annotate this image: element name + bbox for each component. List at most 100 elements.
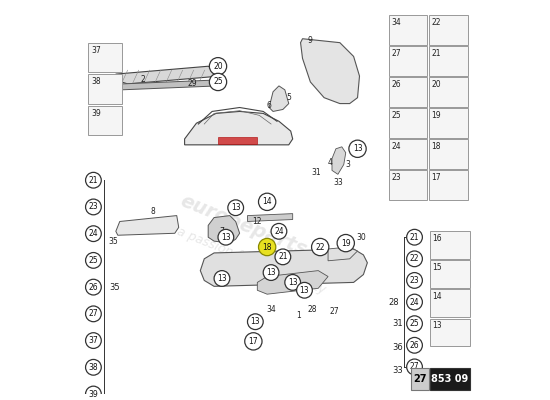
Text: 8: 8 [151,207,156,216]
Text: 25: 25 [89,256,98,265]
Text: 10: 10 [265,203,274,212]
Text: 16: 16 [433,234,442,243]
Text: 27: 27 [329,307,339,316]
Text: 27: 27 [392,49,401,58]
Text: 20: 20 [213,62,223,71]
Text: 13: 13 [266,268,276,277]
FancyBboxPatch shape [430,290,470,317]
Circle shape [285,274,300,290]
Polygon shape [218,137,257,144]
Text: 13: 13 [217,274,227,283]
Circle shape [86,199,101,215]
Polygon shape [185,112,293,145]
FancyBboxPatch shape [430,231,470,259]
Text: 31: 31 [392,319,403,328]
FancyBboxPatch shape [389,108,427,138]
FancyBboxPatch shape [430,368,470,390]
Text: 19: 19 [431,111,441,120]
Circle shape [406,251,422,267]
Text: 14: 14 [262,197,272,206]
FancyBboxPatch shape [430,260,470,288]
Circle shape [406,272,422,288]
Text: 19: 19 [341,239,350,248]
Text: 35: 35 [108,237,118,246]
Text: 24: 24 [89,229,98,238]
Text: 26: 26 [392,80,401,89]
Circle shape [86,172,101,188]
Circle shape [263,265,279,280]
Text: 1: 1 [296,311,301,320]
Text: 27: 27 [89,309,98,318]
Text: 29: 29 [188,80,197,88]
Text: 4: 4 [328,158,332,167]
Circle shape [258,238,276,256]
Circle shape [218,229,234,245]
Circle shape [406,359,422,375]
Circle shape [86,306,101,322]
Text: 27: 27 [413,374,427,384]
Polygon shape [332,147,346,174]
Text: 25: 25 [213,78,223,86]
Circle shape [406,338,422,353]
Polygon shape [300,39,360,104]
Text: 26: 26 [410,341,419,350]
Circle shape [210,73,227,91]
Circle shape [406,294,422,310]
Polygon shape [116,216,179,235]
Text: 23: 23 [410,276,419,285]
Text: 24: 24 [410,298,419,306]
FancyBboxPatch shape [89,43,122,72]
FancyBboxPatch shape [411,368,429,390]
Text: 36: 36 [392,343,403,352]
Text: 21: 21 [410,233,419,242]
FancyBboxPatch shape [389,170,427,200]
Text: 38: 38 [91,77,101,86]
Text: 2: 2 [141,76,146,84]
Text: 9: 9 [308,36,313,45]
Text: 5: 5 [287,93,291,102]
Text: 3: 3 [345,160,350,169]
Text: 21: 21 [89,176,98,185]
Circle shape [86,360,101,375]
Polygon shape [208,216,240,243]
Circle shape [258,193,276,210]
Polygon shape [328,247,358,261]
Text: 7: 7 [219,227,224,236]
Text: 35: 35 [109,283,120,292]
Text: 24: 24 [392,142,401,151]
Text: 28: 28 [307,306,317,314]
Polygon shape [122,80,218,90]
Text: 27: 27 [410,362,419,372]
Circle shape [214,271,230,286]
Circle shape [86,226,101,242]
Circle shape [86,386,101,400]
Text: 12: 12 [252,217,262,226]
Text: a passion for authenticity: a passion for authenticity [175,225,328,297]
Text: 18: 18 [262,242,272,252]
Text: 15: 15 [433,263,442,272]
Text: 21: 21 [278,252,288,261]
FancyBboxPatch shape [389,15,427,45]
Text: 20: 20 [431,80,441,89]
Text: 13: 13 [288,278,298,287]
Circle shape [275,249,291,265]
Text: 25: 25 [410,319,419,328]
FancyBboxPatch shape [429,46,468,76]
Polygon shape [116,66,220,84]
Circle shape [86,252,101,268]
Text: 37: 37 [89,336,98,345]
Text: 34: 34 [266,306,276,314]
Text: 13: 13 [300,286,309,295]
FancyBboxPatch shape [389,46,427,76]
Text: 33: 33 [392,366,403,375]
Text: 22: 22 [316,242,325,252]
Text: 39: 39 [89,390,98,398]
Circle shape [337,234,354,252]
Text: 39: 39 [91,109,101,118]
FancyBboxPatch shape [429,170,468,200]
Text: 25: 25 [392,111,401,120]
FancyBboxPatch shape [389,77,427,107]
FancyBboxPatch shape [389,139,427,169]
Polygon shape [248,214,293,222]
Text: 17: 17 [249,337,258,346]
